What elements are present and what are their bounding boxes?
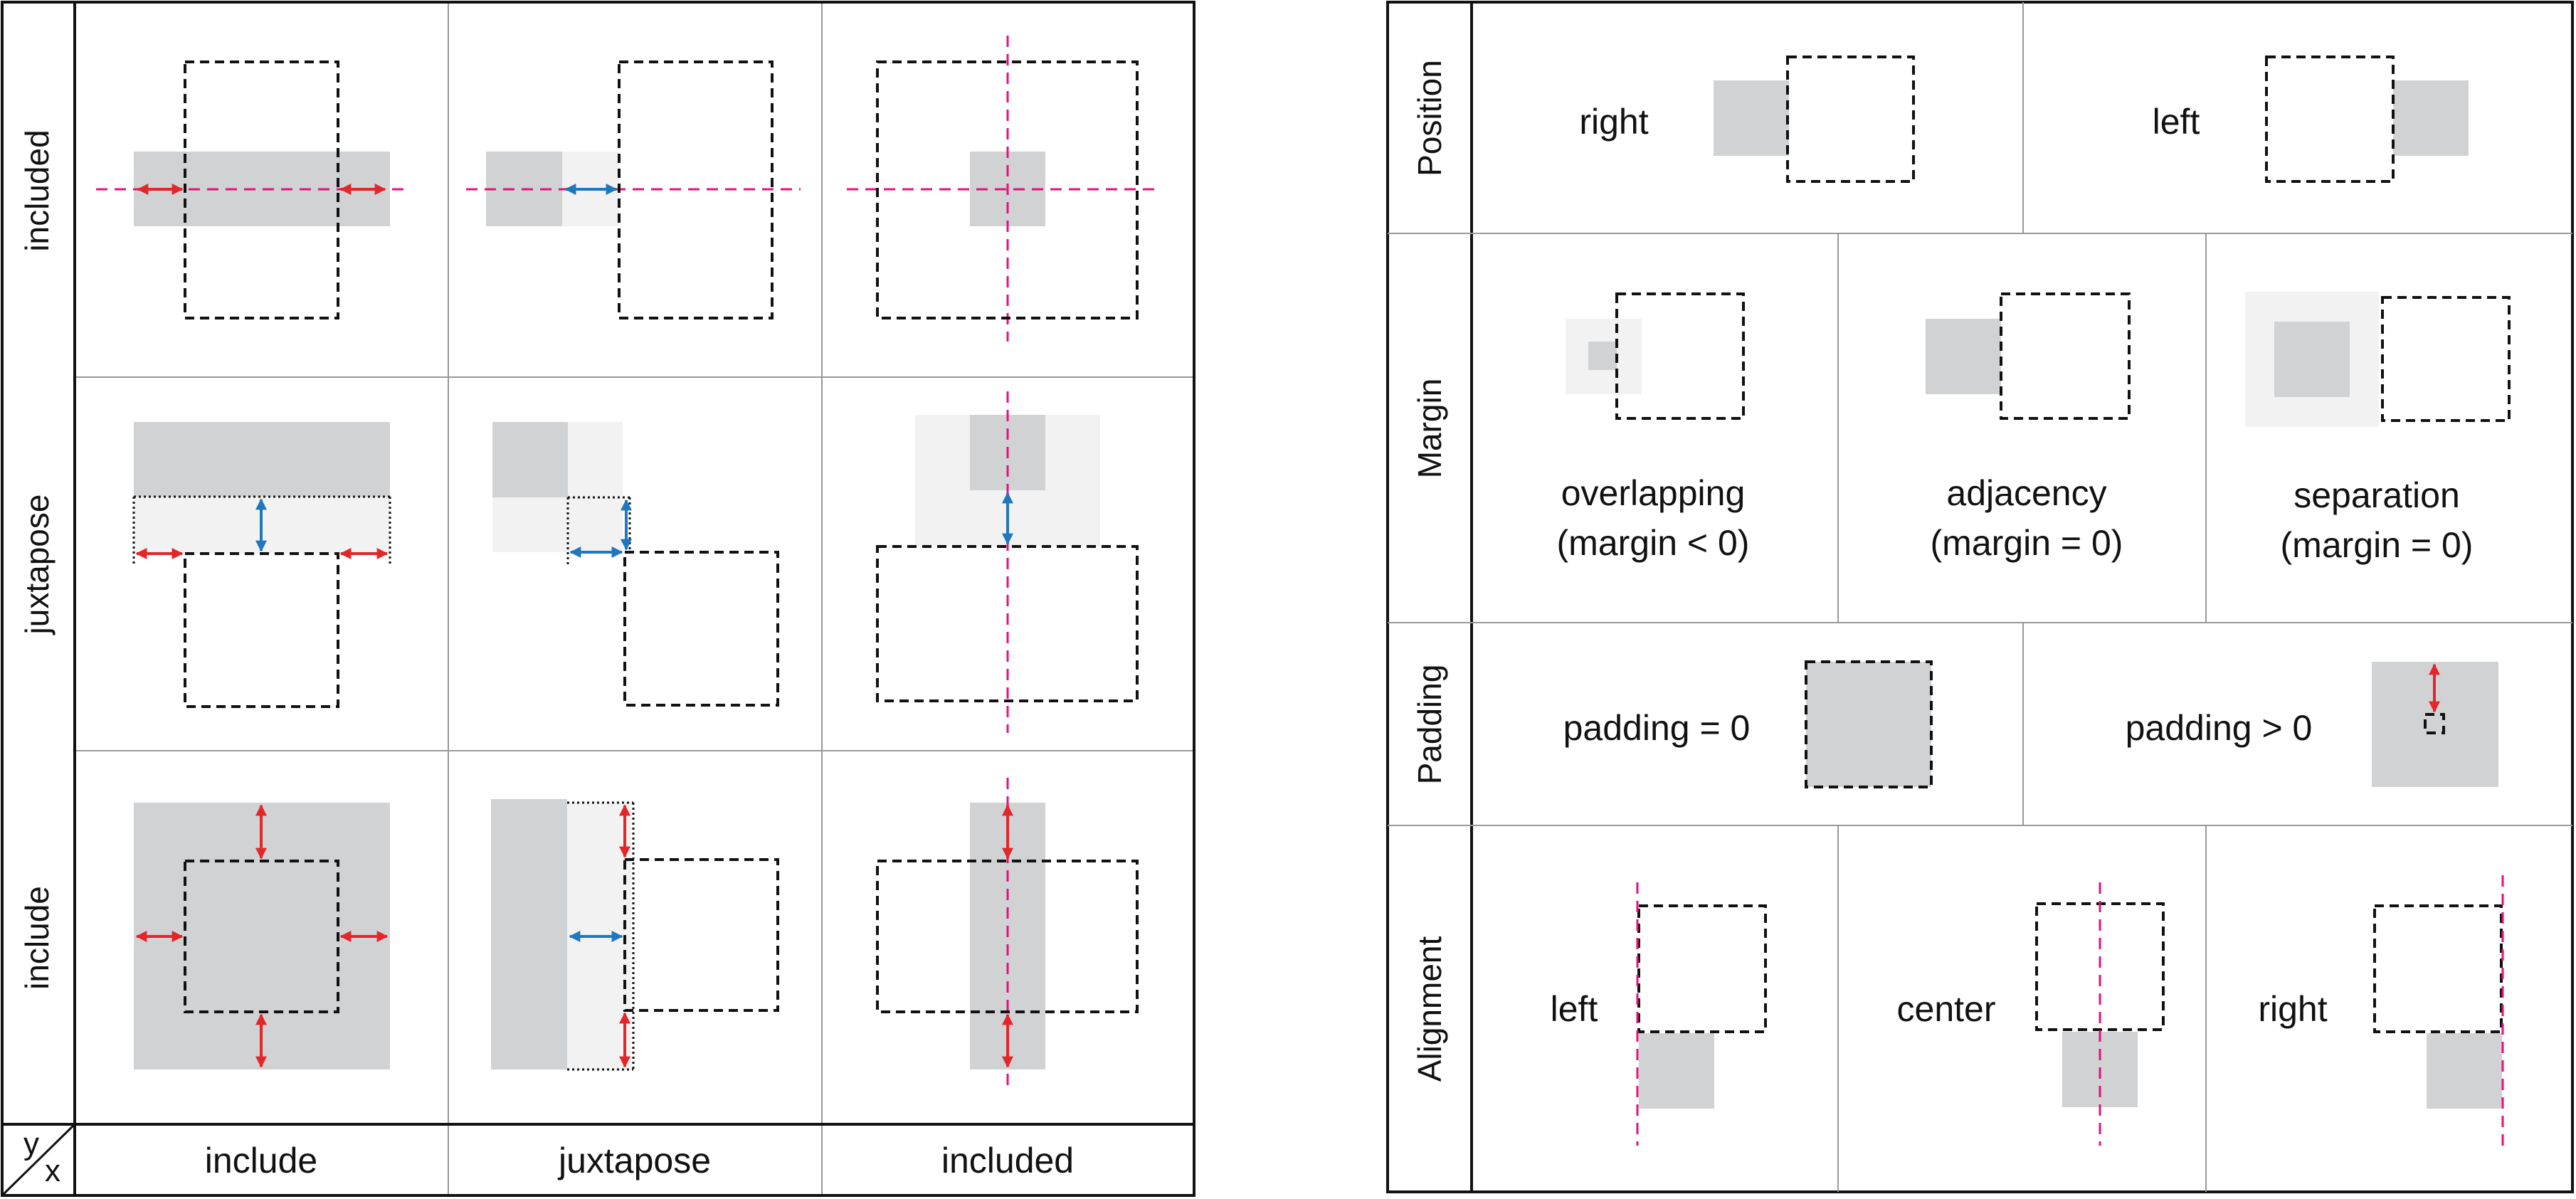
- margin-adjacency: adjacency (margin = 0): [1926, 292, 2131, 563]
- section-title-padding: Padding: [1411, 665, 1448, 785]
- section-title-alignment: Alignment: [1411, 936, 1448, 1082]
- corner-x-label: x: [45, 1153, 60, 1188]
- corner-diagonal: [1, 1123, 76, 1197]
- position-left: left: [2153, 56, 2469, 183]
- position-right: right: [1579, 56, 1915, 183]
- left-matrix: y x included juxtapose include include j…: [1, 1, 1195, 1197]
- margin-separation-label: separation: [2293, 475, 2460, 515]
- margin-separation: separation (margin = 0): [2245, 292, 2511, 565]
- padding-zero-label: padding = 0: [1563, 708, 1751, 748]
- position-left-label: left: [2153, 102, 2200, 142]
- cell-included-include: [96, 60, 404, 319]
- margin-overlapping: overlapping (margin < 0): [1557, 292, 1750, 563]
- section-title-margin: Margin: [1411, 379, 1448, 479]
- cell-include-juxtapose: [491, 799, 779, 1071]
- cell-juxtapose-include: [132, 422, 391, 708]
- cell-included-juxtapose: [466, 60, 801, 319]
- col-label-juxtapose: juxtapose: [557, 1141, 711, 1180]
- cell-juxtapose-included: [876, 391, 1139, 733]
- row-label-include: include: [19, 886, 56, 990]
- padding-positive-label: padding > 0: [2126, 708, 2313, 748]
- margin-overlapping-condition: (margin < 0): [1557, 523, 1750, 563]
- col-label-include: include: [205, 1141, 317, 1180]
- margin-adjacency-condition: (margin = 0): [1931, 523, 2123, 563]
- alignment-right-label: right: [2258, 989, 2327, 1029]
- padding-positive: padding > 0: [2126, 662, 2498, 787]
- margin-adjacency-label: adjacency: [1946, 473, 2106, 513]
- row-label-included: included: [19, 130, 56, 251]
- alignment-right: right: [2258, 875, 2504, 1146]
- margin-separation-condition: (margin = 0): [2281, 525, 2474, 565]
- left-matrix-frame: [1, 1, 1195, 1197]
- padding-zero: padding = 0: [1563, 660, 1933, 788]
- alignment-center: center: [1897, 882, 2165, 1146]
- corner-y-label: y: [23, 1126, 39, 1161]
- cell-juxtapose-juxtapose: [492, 422, 779, 707]
- alignment-left-label: left: [1551, 989, 1598, 1029]
- alignment-left: left: [1551, 882, 1767, 1146]
- col-label-included: included: [941, 1141, 1074, 1180]
- section-title-position: Position: [1411, 60, 1448, 176]
- right-table: Position Margin Padding Alignment right …: [1386, 1, 2574, 1193]
- right-table-frame: [1386, 1, 2574, 1193]
- position-right-label: right: [1579, 102, 1648, 142]
- row-label-juxtapose: juxtapose: [19, 495, 56, 636]
- margin-overlapping-label: overlapping: [1561, 473, 1746, 513]
- cell-include-include: [134, 803, 390, 1069]
- cell-include-included: [876, 778, 1139, 1091]
- alignment-center-label: center: [1897, 989, 1996, 1029]
- cell-included-included: [847, 36, 1156, 342]
